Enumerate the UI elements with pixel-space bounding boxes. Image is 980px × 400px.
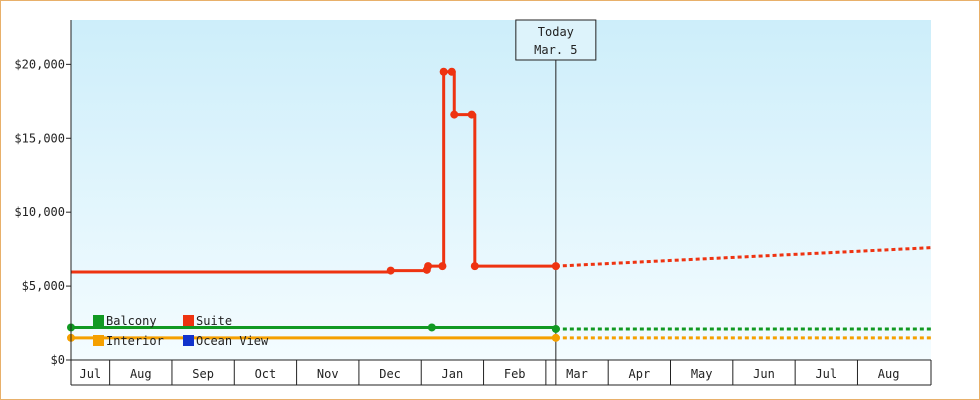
x-tick-label: May — [691, 367, 713, 381]
x-tick-label: Dec — [379, 367, 401, 381]
x-tick-label: Nov — [317, 367, 339, 381]
data-point-suite — [467, 110, 476, 119]
x-tick-label: Apr — [629, 367, 651, 381]
y-tick-label: $20,000 — [14, 57, 65, 71]
x-tick-label: Aug — [878, 367, 900, 381]
legend-label-suite: Suite — [196, 314, 232, 328]
plot-area — [71, 20, 931, 360]
legend-label-balcony: Balcony — [106, 314, 157, 328]
legend-swatch-interior — [93, 335, 104, 346]
today-label: Today — [538, 25, 574, 39]
legend-swatch-ocean-view — [183, 335, 194, 346]
data-point-suite — [450, 110, 459, 119]
data-point-suite — [424, 262, 433, 271]
data-point-suite — [447, 67, 456, 76]
legend-label-interior: Interior — [106, 334, 164, 348]
today-box — [515, 19, 597, 61]
y-tick-label: $15,000 — [14, 131, 65, 145]
data-point-suite — [470, 262, 479, 271]
y-tick-label: $10,000 — [14, 205, 65, 219]
legend-swatch-suite — [183, 315, 194, 326]
data-point-suite — [439, 67, 448, 76]
x-tick-label: Jun — [753, 367, 775, 381]
y-tick-label: $0 — [51, 353, 65, 367]
y-tick-label: $5,000 — [22, 279, 65, 293]
legend-swatch-balcony — [93, 315, 104, 326]
data-point-suite — [386, 266, 395, 275]
x-tick-label: Oct — [255, 367, 277, 381]
data-point-balcony — [427, 323, 436, 332]
x-tick-label: Jan — [442, 367, 464, 381]
x-tick-label: Sep — [192, 367, 214, 381]
legend-label-ocean-view: Ocean View — [196, 334, 269, 348]
x-tick-label: Mar — [566, 367, 588, 381]
x-tick-label: Aug — [130, 367, 152, 381]
data-point-suite — [438, 262, 447, 271]
today-date: Mar. 5 — [534, 43, 577, 57]
x-tick-label: Jul — [815, 367, 837, 381]
x-tick-label: Feb — [504, 367, 526, 381]
x-tick-label: Jul — [79, 367, 101, 381]
